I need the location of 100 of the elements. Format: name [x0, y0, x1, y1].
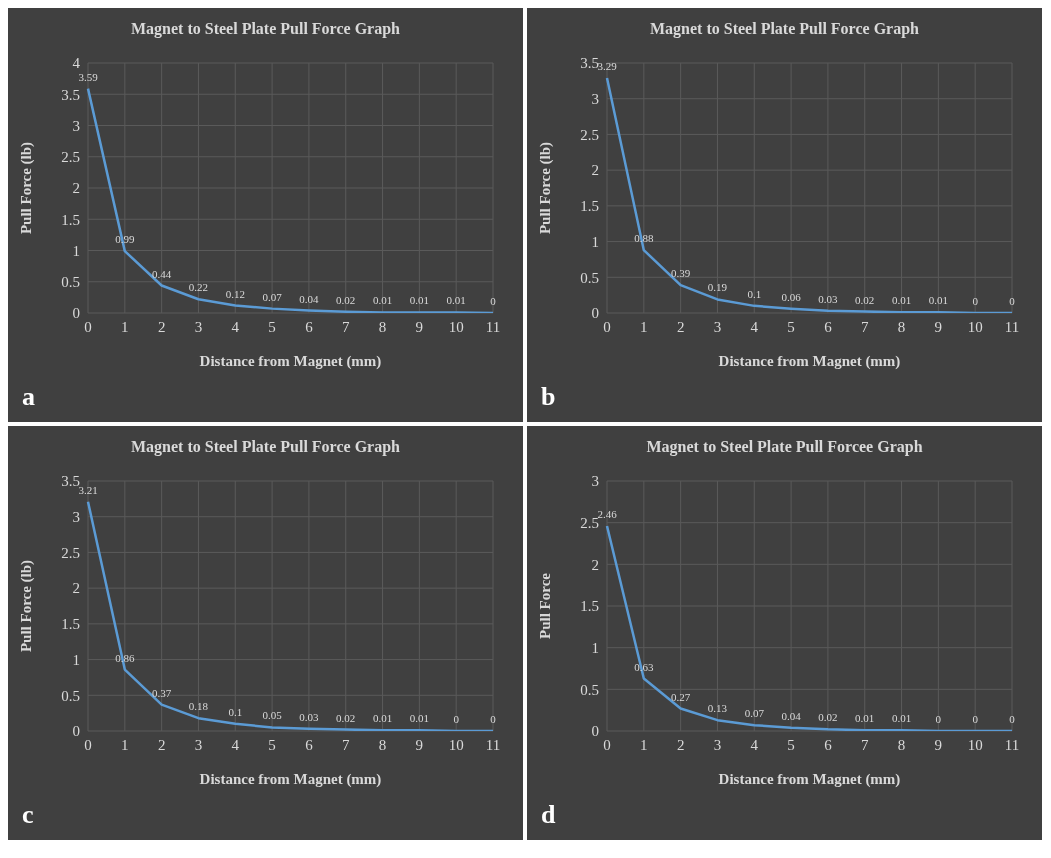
- y-axis-title: Pull Force (lb): [537, 141, 555, 235]
- data-label: 0.22: [188, 281, 209, 294]
- data-label: 0: [935, 713, 942, 725]
- y-tick-label: 2: [591, 162, 599, 179]
- x-tick-label: 8: [378, 318, 387, 335]
- y-tick-label: 2.5: [61, 544, 80, 561]
- x-tick-label: 5: [268, 736, 276, 753]
- x-tick-label: 7: [860, 318, 869, 335]
- x-tick-label: 5: [787, 736, 795, 753]
- x-tick-label: 5: [268, 318, 276, 335]
- x-tick-label: 11: [1004, 736, 1020, 753]
- chart-title: Magnet to Steel Plate Pull Force Graph: [130, 20, 401, 38]
- x-tick-label: 3: [194, 736, 203, 753]
- data-label: 0.37: [152, 686, 172, 699]
- x-tick-label: 11: [485, 318, 501, 335]
- x-tick-label: 8: [897, 318, 906, 335]
- x-tick-label: 2: [676, 318, 685, 335]
- data-label: 0.04: [299, 292, 320, 305]
- data-label: 0: [453, 713, 460, 725]
- chart-title: Magnet to Steel Plate Pull Forcee Graph: [645, 438, 924, 456]
- data-label: 0.03: [818, 292, 839, 305]
- text: b: [541, 382, 556, 412]
- x-tick-label: 0: [84, 736, 92, 753]
- y-tick-label: 3.5: [61, 86, 80, 103]
- x-tick-label: 10: [967, 736, 983, 753]
- data-label: 0: [972, 295, 979, 307]
- y-tick-label: 2: [72, 180, 80, 197]
- data-label: 0: [1009, 295, 1016, 307]
- data-label: 0.01: [855, 712, 875, 725]
- data-label: 0.01: [928, 294, 948, 307]
- y-tick-label: 3: [72, 509, 80, 526]
- y-tick-label: 1.5: [580, 198, 599, 215]
- x-tick-label: 7: [341, 318, 350, 335]
- data-label: 0.1: [747, 287, 762, 300]
- data-label: 0.01: [446, 294, 466, 307]
- y-tick-label: 4: [72, 55, 81, 72]
- data-label: 0.02: [855, 293, 875, 306]
- y-tick-label: 1: [72, 651, 80, 668]
- data-label: 0.07: [262, 290, 283, 303]
- y-tick-label: 0.5: [61, 274, 80, 291]
- x-tick-label: 5: [787, 318, 795, 335]
- y-tick-label: 0: [72, 723, 80, 740]
- x-tick-label: 0: [603, 318, 611, 335]
- x-tick-label: 6: [824, 736, 833, 753]
- data-label: 0.02: [336, 293, 356, 306]
- data-label: 0.1: [228, 705, 243, 718]
- y-tick-label: 1.5: [580, 598, 599, 615]
- data-label: 0.19: [707, 281, 728, 294]
- y-tick-label: 3: [591, 91, 599, 108]
- text: c: [22, 800, 34, 830]
- data-label: 0.01: [372, 294, 393, 307]
- data-label: 0.27: [671, 690, 691, 703]
- data-label: 0.18: [188, 700, 209, 713]
- x-tick-label: 4: [750, 318, 759, 335]
- x-tick-label: 0: [84, 318, 92, 335]
- y-tick-label: 1.5: [61, 616, 80, 633]
- x-tick-label: 6: [305, 736, 314, 753]
- data-label: 0.02: [336, 711, 356, 724]
- x-tick-label: 4: [231, 318, 240, 335]
- x-tick-label: 1: [640, 736, 648, 753]
- data-label: 0.01: [409, 712, 429, 725]
- x-tick-label: 6: [305, 318, 314, 335]
- x-axis-title: Distance from Magnet (mm): [199, 771, 382, 788]
- data-label: 0.07: [744, 707, 765, 720]
- data-label: 0.39: [671, 267, 691, 280]
- x-tick-label: 11: [485, 736, 501, 753]
- x-tick-label: 11: [1004, 318, 1020, 335]
- y-tick-label: 3: [72, 117, 80, 134]
- x-tick-label: 1: [121, 736, 129, 753]
- data-label: 0: [490, 295, 497, 307]
- x-axis-title: Distance from Magnet (mm): [718, 353, 901, 370]
- x-tick-label: 0: [603, 736, 611, 753]
- x-tick-label: 7: [860, 736, 869, 753]
- data-label: 0.01: [891, 294, 912, 307]
- y-tick-label: 2.5: [61, 149, 80, 166]
- data-label: 0.06: [781, 290, 802, 303]
- chart-title: Magnet to Steel Plate Pull Force Graph: [649, 20, 920, 38]
- x-tick-label: 3: [194, 318, 203, 335]
- x-tick-label: 9: [934, 736, 943, 753]
- y-axis-title: Pull Force (lb): [18, 559, 36, 653]
- chart-title: Magnet to Steel Plate Pull Force Graph: [130, 438, 401, 456]
- data-label: 2.46: [597, 508, 618, 520]
- data-label: 0.13: [707, 702, 728, 715]
- x-tick-label: 2: [157, 318, 166, 335]
- y-tick-label: 0.5: [580, 269, 599, 286]
- data-label: 0.02: [818, 711, 838, 724]
- x-tick-label: 10: [967, 318, 983, 335]
- x-tick-label: 1: [640, 318, 648, 335]
- data-label: 0.01: [409, 294, 429, 307]
- y-tick-label: 3.5: [580, 55, 599, 72]
- text: d: [541, 800, 556, 830]
- text: a: [22, 382, 35, 412]
- data-label: 0.01: [891, 712, 912, 725]
- y-tick-label: 3: [591, 473, 599, 490]
- y-tick-label: 3.5: [61, 473, 80, 490]
- data-label: 0.05: [262, 709, 283, 722]
- data-label: 3.29: [597, 60, 618, 72]
- y-tick-label: 2.5: [580, 126, 599, 143]
- y-tick-label: 1: [591, 233, 599, 250]
- x-tick-label: 4: [231, 736, 240, 753]
